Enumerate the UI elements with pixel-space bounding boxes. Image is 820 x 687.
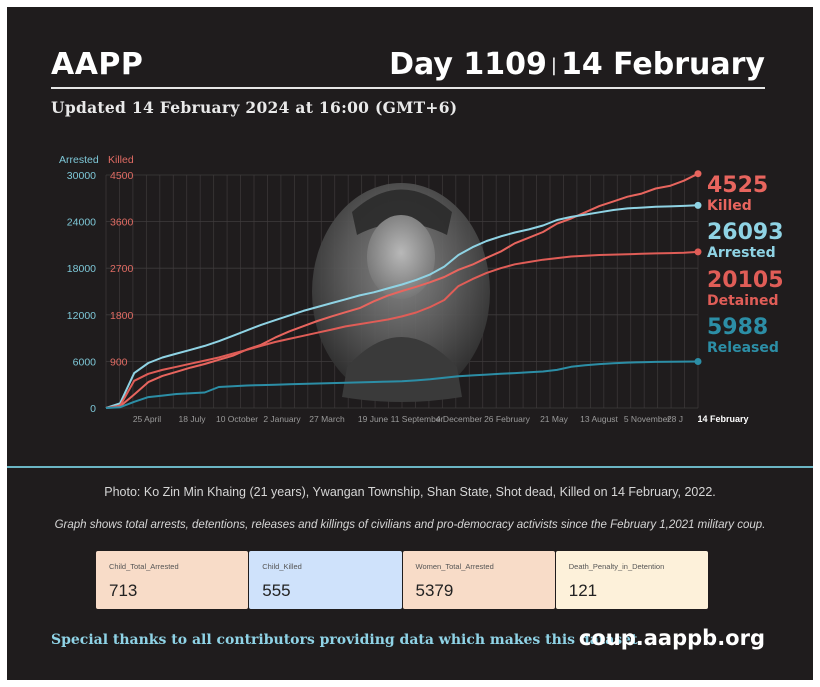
x-tick-label: 14 February	[697, 414, 748, 424]
section-divider	[7, 466, 813, 468]
kpi-child-killed: Child_Killed 555	[249, 551, 402, 609]
x-tick-label: 18 July	[179, 414, 207, 424]
y-tick-arrested: 24000	[67, 217, 96, 229]
y-tick-killed: 4500	[110, 170, 134, 182]
x-tick-label: 5 November	[624, 414, 670, 424]
series-endpoint-arrested	[694, 201, 702, 209]
x-tick-label: 10 October	[216, 414, 258, 424]
y-tick-arrested: 12000	[67, 310, 96, 322]
y-tick-killed: 2700	[110, 263, 134, 275]
axis-title-killed: Killed	[108, 154, 134, 166]
series-line-released	[105, 360, 699, 409]
x-tick-label: 26 February	[484, 414, 531, 424]
day-date: 14 February	[560, 47, 765, 82]
series-final-value: 20105	[707, 268, 784, 293]
y-tick-arrested: 18000	[67, 263, 96, 275]
site-url[interactable]: coup.aappb.org	[578, 626, 765, 650]
y-tick-killed: 1800	[110, 310, 134, 322]
kpi-value: 5379	[415, 581, 454, 600]
y-tick-arrested: 30000	[67, 170, 96, 182]
kpi-value: 713	[109, 581, 138, 600]
x-tick-label: 21 May	[540, 414, 569, 424]
series-layer	[105, 170, 702, 409]
kpi-label: Death_Penalty_in_Detention	[568, 562, 665, 571]
y-tick-killed: 3600	[110, 217, 134, 229]
y-tick-arrested: 6000	[73, 356, 97, 368]
brand-title: AAPP	[51, 47, 144, 82]
kpi-death-penalty: Death_Penalty_in_Detention 121	[555, 551, 708, 609]
x-tick-label: 28 J	[667, 414, 683, 424]
y-tick-arrested: 0	[90, 403, 96, 415]
kpi-label: Child_Killed	[262, 562, 302, 571]
portrait-photo	[312, 183, 490, 402]
series-final-value: 5988	[707, 315, 768, 340]
axis-labels: 30000 24000 18000 12000 6000 0 4500 3600 2700 180…	[59, 154, 784, 424]
series-name-label: Killed	[707, 198, 752, 214]
x-tick-label: 4 December	[436, 414, 482, 424]
y-tick-killed: 900	[110, 356, 128, 368]
x-tick-label: 11 September	[391, 414, 444, 424]
thanks-note: Special thanks to all contributors provi…	[51, 632, 643, 648]
series-final-value: 26093	[707, 220, 784, 245]
kpi-value: 555	[262, 581, 291, 600]
day-separator: |	[550, 55, 557, 76]
x-tick-label: 25 April	[133, 414, 161, 424]
kpi-label: Child_Total_Arrested	[109, 562, 179, 571]
header-rule	[51, 87, 765, 89]
line-chart: 30000 24000 18000 12000 6000 0 4500 3600 2700 180…	[59, 154, 784, 424]
series-name-label: Arrested	[707, 245, 776, 261]
x-tick-label: 13 August	[580, 414, 618, 424]
photo-caption: Photo: Ko Zin Min Khaing (21 years), Ywa…	[104, 485, 716, 499]
kpi-women-total-arrested: Women_Total_Arrested 5379	[402, 551, 555, 609]
series-endpoint-killed	[694, 170, 702, 178]
kpi-value: 121	[568, 581, 598, 600]
day-number: Day 1109	[389, 47, 547, 82]
kpi-label: Women_Total_Arrested	[415, 562, 494, 571]
x-tick-label: 2 January	[263, 414, 301, 424]
series-line-arrested	[105, 204, 699, 409]
kpi-child-total-arrested: Child_Total_Arrested 713	[96, 551, 249, 609]
x-tick-label: 19 June	[358, 414, 389, 424]
kpi-row: Child_Total_Arrested 713 Child_Killed 55…	[96, 551, 708, 609]
series-name-label: Detained	[707, 293, 779, 309]
updated-timestamp: Updated 14 February 2024 at 16:00 (GMT+6…	[51, 98, 458, 117]
series-line-killed	[105, 172, 699, 409]
series-name-label: Released	[707, 340, 779, 356]
graph-description: Graph shows total arrests, detentions, r…	[54, 519, 766, 531]
series-line-detained	[105, 250, 699, 409]
axis-title-arrested: Arrested	[59, 154, 99, 166]
series-endpoint-released	[694, 357, 702, 365]
x-tick-label: 27 March	[309, 414, 345, 424]
series-final-value: 4525	[707, 173, 768, 198]
day-counter: Day 1109 | 14 February	[389, 47, 765, 82]
series-endpoint-detained	[694, 248, 702, 256]
infographic-card: AAPP Day 1109 | 14 February Updated 14 Feb…	[7, 7, 813, 680]
